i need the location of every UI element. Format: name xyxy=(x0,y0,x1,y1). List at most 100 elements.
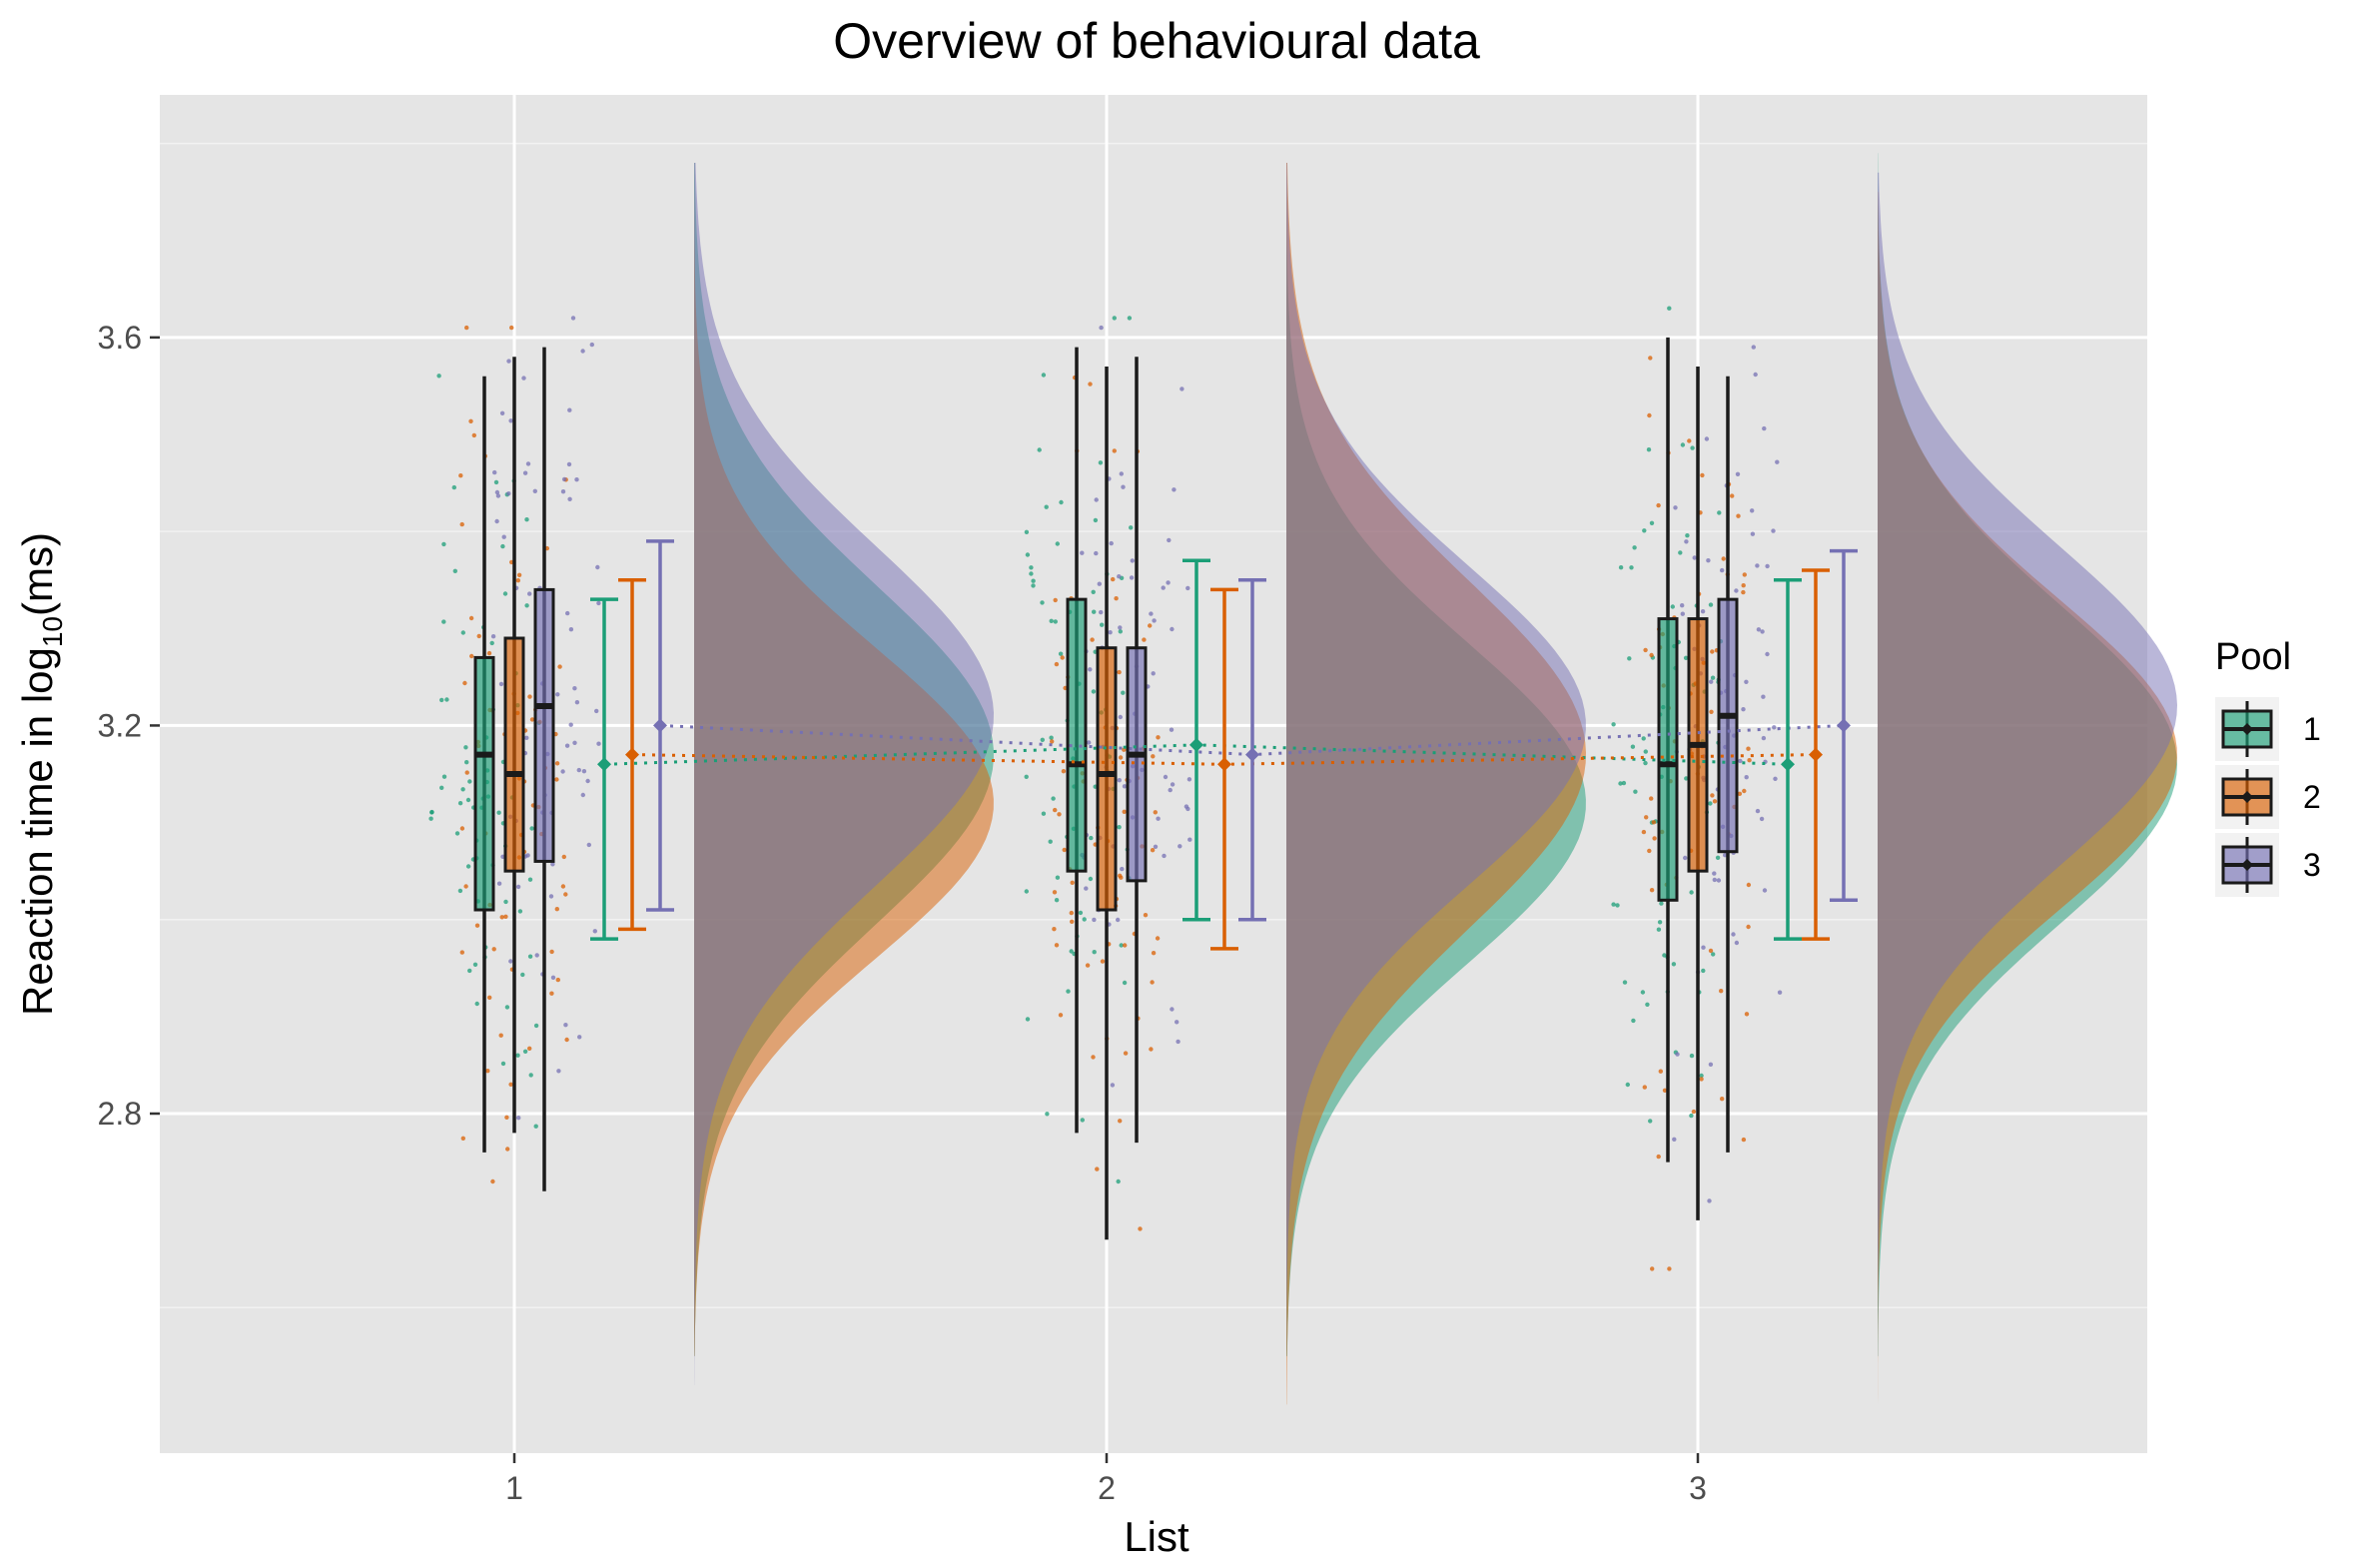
raw-data-point xyxy=(1648,1119,1653,1124)
x-axis-title: List xyxy=(1124,1513,1189,1560)
raw-data-point xyxy=(463,884,468,889)
raw-data-point xyxy=(1029,571,1034,576)
raw-data-point xyxy=(522,470,528,475)
raw-data-point xyxy=(565,610,570,616)
raw-data-point xyxy=(1765,563,1770,569)
raw-data-point xyxy=(525,853,530,858)
legend-key-mean xyxy=(2241,723,2253,735)
mean-ci-layer xyxy=(590,539,1858,951)
raw-data-point xyxy=(1641,829,1647,835)
raw-data-point xyxy=(1643,760,1648,766)
raw-data-point xyxy=(520,972,525,978)
y-axis-title-subscript: 10 xyxy=(37,616,68,647)
raw-data-point xyxy=(1151,754,1156,759)
raw-data-point xyxy=(592,929,597,934)
raw-data-point xyxy=(1641,736,1646,741)
raw-data-point xyxy=(492,469,497,475)
raw-data-point xyxy=(527,954,533,959)
raw-data-point xyxy=(1759,816,1765,822)
raw-data-point xyxy=(1078,910,1084,916)
raw-data-point xyxy=(502,591,508,596)
raw-data-point xyxy=(1765,651,1770,657)
mean-point-pool2-list1 xyxy=(625,747,639,762)
raw-data-point xyxy=(574,700,580,705)
raw-data-point xyxy=(1656,927,1662,932)
raw-data-point xyxy=(586,842,591,848)
legend-label: 3 xyxy=(2303,847,2321,883)
x-tick-label: 2 xyxy=(1098,1470,1116,1506)
raw-data-point xyxy=(464,760,469,765)
raw-data-point xyxy=(572,686,577,691)
raw-data-point xyxy=(532,488,537,493)
raw-data-point xyxy=(1093,517,1099,523)
raw-data-point xyxy=(1720,1097,1725,1102)
raw-data-point xyxy=(1108,630,1113,635)
raw-data-point xyxy=(580,349,585,354)
raw-data-point xyxy=(1684,776,1689,781)
raw-data-point xyxy=(1091,689,1097,694)
raw-data-point xyxy=(476,633,481,639)
raw-data-point xyxy=(508,959,513,964)
raw-data-point xyxy=(1652,836,1657,841)
raw-data-point xyxy=(1701,945,1706,950)
raw-data-point xyxy=(1755,563,1760,568)
raw-data-point xyxy=(1734,588,1739,593)
raw-data-point xyxy=(429,810,434,815)
raw-data-point xyxy=(1031,578,1036,583)
raw-data-point xyxy=(1730,493,1735,498)
raw-data-point xyxy=(1741,707,1746,712)
y-axis-title-prefix: Reaction time in log xyxy=(14,647,61,1016)
raw-data-point xyxy=(439,785,444,790)
raw-data-point xyxy=(1736,513,1741,518)
raw-data-point xyxy=(1738,758,1743,764)
raw-data-point xyxy=(1138,1226,1143,1231)
raw-data-point xyxy=(1644,815,1649,820)
y-axis-title: Reaction time in log10(ms) xyxy=(14,532,68,1016)
raw-data-point xyxy=(1631,1018,1636,1024)
raw-data-point xyxy=(500,1061,506,1067)
raw-data-point xyxy=(1629,565,1634,570)
raw-data-point xyxy=(1762,425,1767,431)
raw-data-point xyxy=(527,877,533,882)
raw-data-point xyxy=(1649,652,1654,658)
raw-data-point xyxy=(506,491,511,496)
raw-data-point xyxy=(563,892,568,897)
raw-data-point xyxy=(464,325,469,331)
raw-data-point xyxy=(1091,1055,1096,1060)
raw-data-point xyxy=(452,568,457,573)
raw-data-point xyxy=(1029,565,1034,570)
raw-data-point xyxy=(580,792,585,798)
raw-data-point xyxy=(1667,1266,1672,1271)
raw-data-point xyxy=(1645,1002,1650,1007)
raw-data-point xyxy=(508,1082,513,1088)
mean-point-pool3-list3 xyxy=(1837,718,1851,733)
box-pool3-list1 xyxy=(533,587,555,863)
raw-data-point xyxy=(486,650,492,656)
raw-data-point xyxy=(1685,533,1690,538)
raw-data-point xyxy=(1121,690,1126,695)
raw-data-point xyxy=(1651,820,1657,825)
raw-data-point xyxy=(1130,558,1136,563)
raw-data-point xyxy=(1118,714,1124,720)
raw-data-point xyxy=(471,432,476,438)
raw-data-point xyxy=(505,1147,510,1152)
raw-data-point xyxy=(1650,1266,1655,1271)
raw-data-point xyxy=(1094,550,1099,556)
raw-data-point xyxy=(529,826,534,831)
raw-data-point xyxy=(1163,774,1169,780)
raw-data-point xyxy=(1708,801,1713,806)
raw-data-point xyxy=(577,1035,582,1040)
raw-data-point xyxy=(1053,807,1058,813)
raw-data-point xyxy=(1080,1118,1086,1123)
raw-data-point xyxy=(493,479,499,485)
boxplots xyxy=(473,337,1739,1240)
raw-data-point xyxy=(1117,669,1122,675)
density-cloud-pool3-list3 xyxy=(1878,172,2177,1356)
box-pool2-list1 xyxy=(503,636,525,873)
raw-data-point xyxy=(1630,744,1636,749)
raw-data-point xyxy=(1717,510,1722,515)
raw-data-point xyxy=(563,1022,568,1028)
raw-data-point xyxy=(472,962,478,967)
raw-data-point xyxy=(1731,932,1736,937)
raw-data-point xyxy=(1040,737,1046,742)
